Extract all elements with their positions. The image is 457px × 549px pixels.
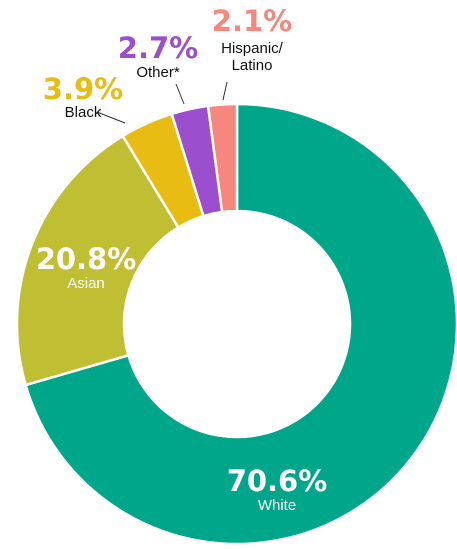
slice-label-hispanic-line2: Latino [232, 57, 273, 74]
slice-label-asian: Asian [67, 275, 105, 292]
slice-value-asian: 20.8% [36, 242, 137, 276]
leader-line-other [175, 83, 185, 105]
slice-value-other: 2.7% [118, 31, 198, 65]
slice-label-other: Other* [136, 64, 180, 81]
slices [15, 102, 457, 546]
slice-label-black: Black [65, 104, 102, 121]
slice-label-white: White [258, 497, 296, 514]
slice-hispanic [206, 102, 239, 214]
leader-line-black [96, 111, 126, 124]
slice-asian [15, 134, 180, 387]
slice-white [24, 102, 457, 546]
slice-value-hispanic: 2.1% [212, 4, 292, 38]
slice-value-black: 3.9% [43, 72, 123, 106]
leader-line-hispanic [222, 81, 228, 101]
slice-label-hispanic-line1: Hispanic/ [221, 40, 284, 57]
leader-lines [96, 81, 228, 124]
slice-value-white: 70.6% [227, 464, 328, 498]
